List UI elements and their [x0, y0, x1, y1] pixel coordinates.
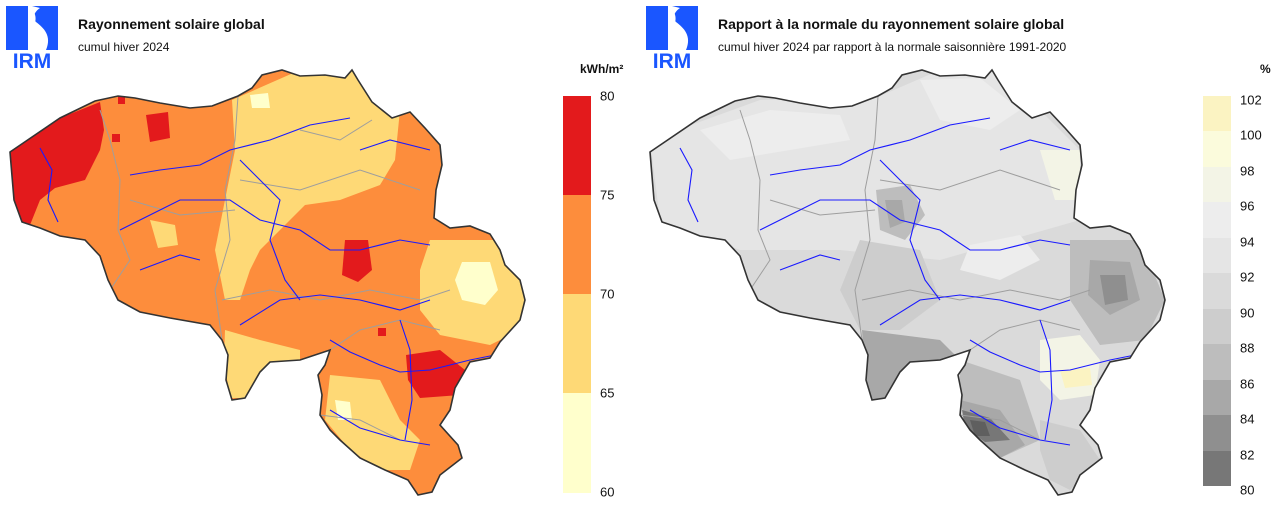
belgium-radiation-map — [9, 68, 526, 496]
legend-color-swatch — [1203, 131, 1231, 168]
belgium-ratio-map — [649, 68, 1166, 496]
legend-color-swatch — [563, 195, 591, 295]
legend-color-swatch — [1203, 450, 1231, 487]
map-subtitle: cumul hiver 2024 par rapport à la normal… — [718, 40, 1067, 54]
legend-color-swatch — [1203, 344, 1231, 381]
legend-tick-label: 92 — [1240, 269, 1255, 285]
legend-tick-label: 96 — [1240, 198, 1255, 214]
legend-tick-label: 75 — [600, 187, 615, 203]
legend-unit: kWh/m² — [580, 62, 624, 76]
ratio-to-normal-map-panel: IRM Rapport à la normale du rayonnement … — [640, 0, 1280, 507]
legend-color-swatch — [563, 393, 591, 493]
legend-color-swatch — [563, 294, 591, 394]
legend-tick-label: 80 — [1240, 482, 1255, 498]
irm-logo: IRM — [646, 6, 698, 72]
legend-tick-label: 70 — [600, 286, 615, 302]
color-scale-bar — [1203, 96, 1231, 492]
legend-tick-label: 88 — [1240, 340, 1255, 356]
legend-tick-label: 86 — [1240, 376, 1255, 392]
irm-logo-icon — [6, 6, 58, 50]
map-title: Rayonnement solaire global — [78, 16, 265, 32]
legend-unit: % — [1260, 62, 1271, 76]
legend-tick-label: 98 — [1240, 163, 1255, 179]
legend-tick-label: 90 — [1240, 305, 1255, 321]
irm-logo-icon — [646, 6, 698, 50]
map-title: Rapport à la normale du rayonnement sola… — [718, 16, 1065, 32]
legend-color-swatch — [563, 96, 591, 196]
legend-tick-label: 60 — [600, 484, 615, 500]
ratio-fill — [650, 70, 1165, 495]
legend-color-swatch — [1203, 415, 1231, 452]
logo-text: IRM — [652, 50, 692, 73]
belgium-border — [649, 68, 1166, 496]
irm-logo: IRM — [6, 6, 58, 72]
legend-tick-label: 80 — [600, 88, 615, 104]
logo-text: IRM — [12, 50, 52, 73]
radiation-fill — [10, 70, 525, 495]
legend-color-swatch — [1203, 166, 1231, 203]
legend-tick-label: 82 — [1240, 447, 1255, 463]
legend-tick-label: 100 — [1240, 127, 1262, 143]
legend-color-swatch — [1203, 273, 1231, 310]
color-scale-bar — [563, 96, 591, 493]
legend-color-swatch — [1203, 379, 1231, 416]
map-subtitle: cumul hiver 2024 — [78, 40, 170, 54]
belgium-border — [9, 68, 526, 496]
legend-color-swatch — [1203, 308, 1231, 345]
legend-tick-label: 94 — [1240, 234, 1255, 250]
legend-color-swatch — [1203, 237, 1231, 274]
legend-color-swatch — [1203, 202, 1231, 239]
legend-tick-label: 65 — [600, 385, 615, 401]
legend-color-swatch — [1203, 96, 1231, 132]
solar-radiation-map-panel: IRM Rayonnement solaire global cumul hiv… — [6, 6, 624, 500]
legend-tick-label: 84 — [1240, 411, 1255, 427]
legend-tick-label: 102 — [1240, 92, 1262, 108]
